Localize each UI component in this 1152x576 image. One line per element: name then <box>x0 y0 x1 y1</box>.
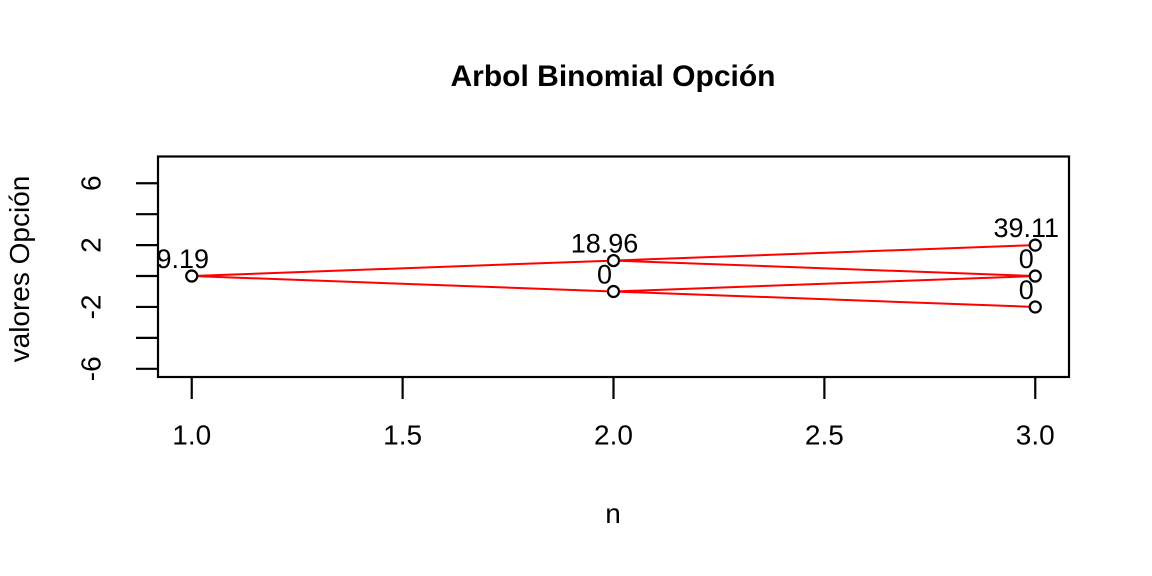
x-axis-tick-label: 1.5 <box>383 420 422 451</box>
x-axis-label: n <box>605 498 621 529</box>
tree-node <box>606 284 621 299</box>
y-axis-tick-label: 6 <box>76 175 107 191</box>
x-axis-tick-label: 2.5 <box>805 420 844 451</box>
tree-node <box>185 269 199 283</box>
x-axis-tick-label: 1.0 <box>172 420 211 451</box>
tree-node <box>1028 238 1042 252</box>
tree-node <box>606 253 621 268</box>
tree-node <box>1028 300 1042 314</box>
tree-edge <box>191 275 614 293</box>
node-value-label: 0 <box>1019 275 1034 305</box>
tree-edge <box>613 290 1036 308</box>
node-value-label: 18.96 <box>571 229 639 259</box>
x-axis-tick-label: 3.0 <box>1016 420 1055 451</box>
node-value-label: 9.19 <box>156 244 209 274</box>
y-axis-tick-label: 2 <box>76 237 107 253</box>
chart-title: Arbol Binomial Opción <box>450 60 776 93</box>
node-value-label: 0 <box>1019 244 1034 274</box>
node-value-label: 39.11 <box>993 213 1059 243</box>
tree-edge <box>613 259 1036 278</box>
tree-edge <box>613 244 1036 262</box>
tree-edge <box>613 275 1036 293</box>
node-value-label: 0 <box>597 259 612 289</box>
y-axis-tick-label: -2 <box>76 295 107 320</box>
tree-edge <box>191 259 614 278</box>
tree-node <box>1028 269 1042 283</box>
x-axis-tick-label: 2.0 <box>594 420 633 451</box>
y-axis-tick-label: -6 <box>76 356 107 381</box>
